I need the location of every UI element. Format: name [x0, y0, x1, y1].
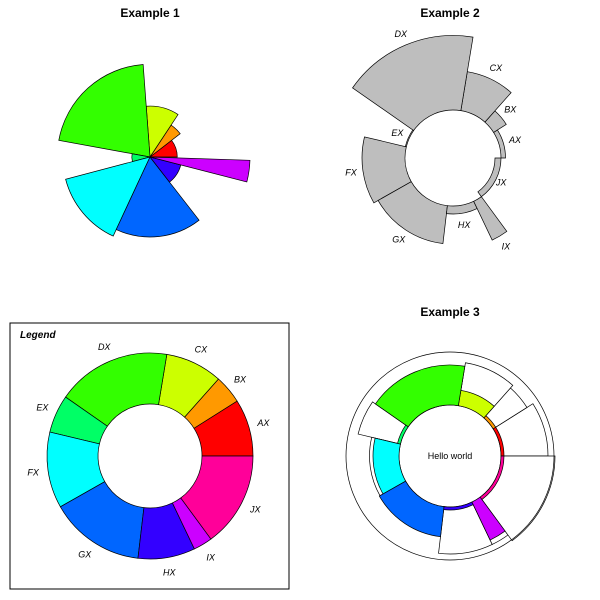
sector-label-dx: DX: [395, 29, 408, 39]
chart-title: Example 2: [420, 6, 480, 20]
sector-label-ax: AX: [256, 418, 270, 428]
sector-gx: [377, 181, 448, 244]
sector-label-dx: DX: [98, 342, 111, 352]
sector-label-gx: GX: [392, 235, 406, 245]
center-text: Hello world: [428, 451, 473, 461]
chart-title: Example 1: [120, 6, 180, 20]
sector-label-fx: FX: [345, 167, 357, 177]
sector-label-ix: IX: [502, 241, 512, 251]
sector-gx: [378, 480, 445, 538]
legend-title: Legend: [20, 330, 56, 341]
sector-label-cx: CX: [195, 345, 208, 355]
sector-label-bx: BX: [234, 375, 247, 385]
sector-cx: [460, 71, 512, 123]
sector-dx: [374, 364, 466, 428]
sector-label-ex: EX: [36, 403, 49, 413]
sector-label-gx: GX: [78, 549, 92, 559]
sector-label-hx: HX: [163, 567, 176, 577]
sector-fx: [65, 156, 151, 237]
sector-fx: [361, 136, 412, 204]
sector-label-hx: HX: [458, 220, 471, 230]
sector-label-ix: IX: [206, 552, 216, 562]
sector-ix: [473, 196, 508, 241]
sector-hx: [446, 200, 478, 215]
chart-title: Example 3: [420, 305, 480, 319]
outer-ring: [345, 351, 555, 561]
sector-dx: [352, 35, 474, 132]
sector-jx: [479, 455, 505, 501]
sector-ax: [493, 129, 506, 159]
legend-box: [9, 322, 290, 590]
sector-ex: [404, 129, 415, 148]
chart-example-3: Example 3 Hello world: [345, 305, 556, 561]
sector-ix: [149, 156, 251, 183]
sector-label-jx: JX: [249, 504, 262, 514]
chart-example-2: Example 2 AX BX CX DX EX FX GX HX IX JX: [345, 6, 522, 251]
chart-example-1: Example 1: [58, 6, 251, 238]
chart-legend-donut: Legend AX BX CX DX EX FX GX HX IX JX: [9, 322, 290, 590]
sector-label-ax: AX: [508, 135, 522, 145]
sector-jx: [180, 455, 254, 540]
sector-label-bx: BX: [504, 104, 517, 114]
sector-label-ex: EX: [391, 128, 404, 138]
sector-label-cx: CX: [490, 63, 503, 73]
sector-gx: [115, 156, 200, 238]
sector-jx: [477, 157, 502, 198]
sector-dx: [58, 64, 151, 158]
sector-label-jx: JX: [495, 177, 508, 187]
sector-label-fx: FX: [27, 468, 39, 478]
